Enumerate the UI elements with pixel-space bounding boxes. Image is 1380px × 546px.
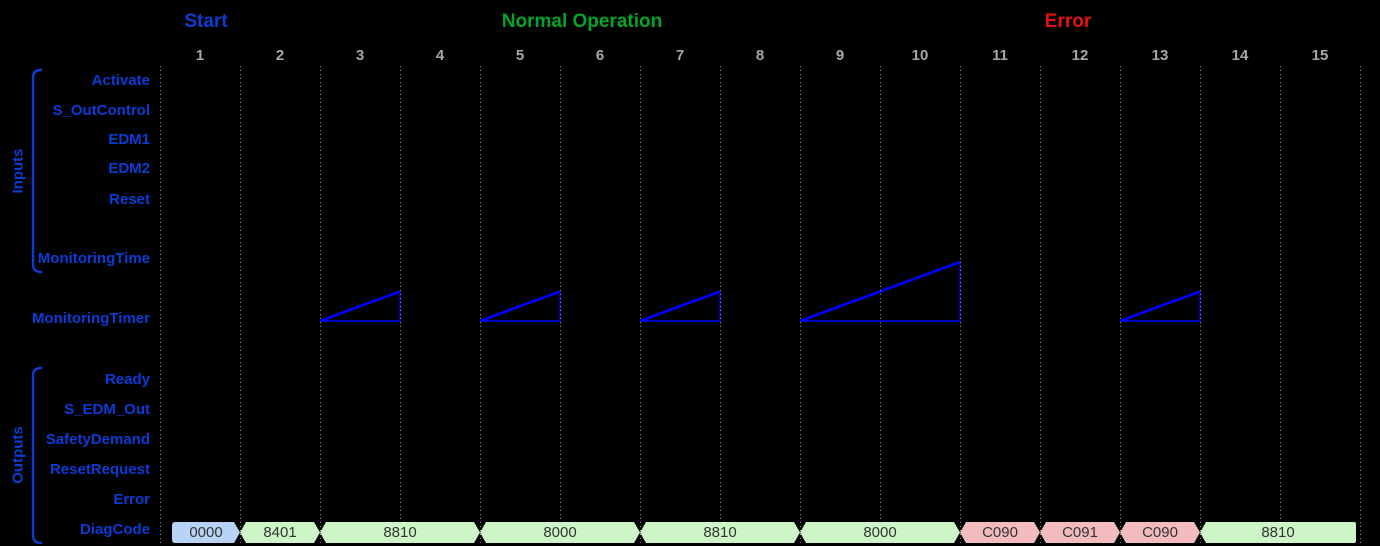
signal-label-resetrequest: ResetRequest (49, 461, 150, 478)
outputs-group-bracket (31, 366, 43, 545)
grid-line (960, 66, 961, 546)
diagcode-segment-value: 8000 (543, 524, 577, 541)
diagcode-segment: 8401 (240, 522, 320, 543)
diagcode-segment: C090 (960, 522, 1040, 543)
signal-label-monitoringtimer: MonitoringTimer (31, 310, 150, 327)
grid-line (1040, 66, 1041, 546)
diagcode-segment: 8000 (800, 522, 960, 543)
grid-line (1360, 66, 1361, 546)
grid-line (160, 66, 161, 546)
column-number: 2 (275, 47, 285, 64)
diagcode-segment-value: 8000 (863, 524, 897, 541)
signal-label-error: Error (113, 491, 150, 508)
grid-line (1280, 66, 1281, 546)
column-number: 14 (1231, 47, 1249, 64)
column-number: 10 (911, 47, 929, 64)
timer-ramp-slope (639, 290, 721, 323)
diagcode-segment: C090 (1120, 522, 1200, 543)
timer-ramp-slope (319, 290, 401, 323)
signal-label-safetydemand: SafetyDemand (45, 431, 150, 448)
inputs-group-label: Inputs (9, 148, 27, 194)
grid-line (720, 66, 721, 546)
signal-label-s_outcontrol: S_OutControl (52, 102, 151, 119)
grid-line (800, 66, 801, 546)
diagcode-segment: 8000 (480, 522, 640, 543)
grid-line (1120, 66, 1121, 546)
column-number: 8 (755, 47, 765, 64)
diagcode-segment: 8810 (1200, 522, 1356, 543)
diagcode-segment-value: 8810 (1261, 524, 1295, 541)
signal-label-edm2: EDM2 (108, 160, 150, 177)
timer-ramp-slope (479, 290, 561, 323)
column-number: 12 (1071, 47, 1089, 64)
column-number: 15 (1311, 47, 1329, 64)
phase-label-normal-operation: Normal Operation (501, 11, 663, 32)
signal-label-s_edm_out: S_EDM_Out (64, 401, 150, 418)
diagcode-segment-value: C091 (1062, 524, 1098, 541)
diagcode-segment: C091 (1040, 522, 1120, 543)
column-number: 3 (355, 47, 365, 64)
diagcode-segment-value: C090 (1142, 524, 1178, 541)
signal-label-monitoringtime: MonitoringTime (37, 250, 150, 267)
grid-line (640, 66, 641, 546)
signal-label-ready: Ready (104, 371, 150, 388)
column-number: 5 (515, 47, 525, 64)
grid-line (240, 66, 241, 546)
diagcode-segment-value: 8810 (703, 524, 737, 541)
timer-ramp-slope (1119, 290, 1201, 323)
phase-label-start: Start (184, 11, 228, 32)
grid-line (880, 66, 881, 546)
column-number: 6 (595, 47, 605, 64)
signal-label-reset: Reset (109, 191, 150, 208)
diagcode-segment: 0000 (172, 522, 240, 543)
grid-line (400, 66, 401, 546)
column-number: 7 (675, 47, 685, 64)
signal-label-edm1: EDM1 (108, 131, 150, 148)
signal-label-diagcode: DiagCode (79, 521, 150, 538)
column-number: 1 (195, 47, 205, 64)
diagcode-segment-value: C090 (982, 524, 1018, 541)
diagcode-segment: 8810 (320, 522, 480, 543)
column-number: 13 (1151, 47, 1169, 64)
column-number: 4 (435, 47, 445, 64)
diagcode-segment: 8810 (640, 522, 800, 543)
grid-line (1200, 66, 1201, 546)
phase-label-error: Error (1044, 11, 1092, 32)
grid-line (560, 66, 561, 546)
grid-line (320, 66, 321, 546)
column-number: 11 (992, 47, 1008, 64)
outputs-group-label: Outputs (9, 426, 27, 484)
inputs-group-bracket (31, 68, 43, 274)
diagcode-segment-value: 8810 (383, 524, 417, 541)
diagcode-segment-value: 0000 (189, 524, 223, 541)
diagcode-segment-value: 8401 (263, 524, 297, 541)
grid-line (480, 66, 481, 546)
column-number: 9 (835, 47, 845, 64)
signal-label-activate: Activate (91, 72, 150, 89)
